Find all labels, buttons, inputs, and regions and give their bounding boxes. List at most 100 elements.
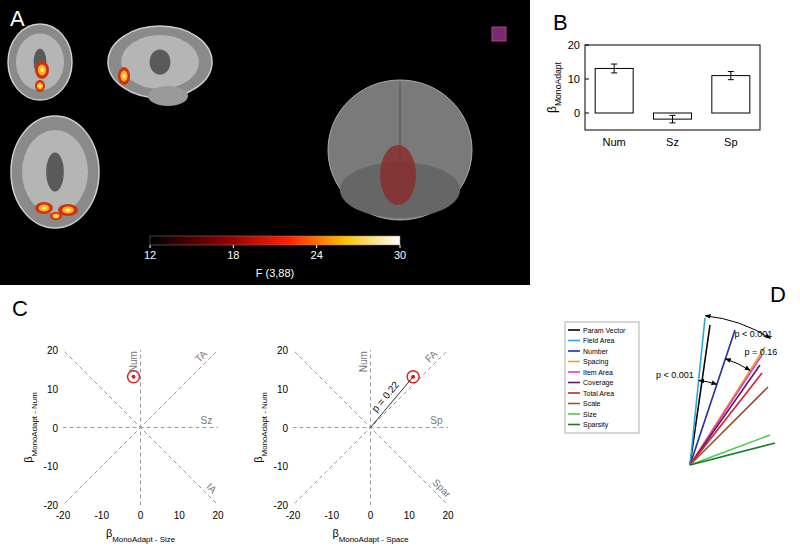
brain-3d <box>328 80 472 220</box>
reference-line-label: Num <box>358 351 369 372</box>
panel-a: A12182430F (3,88) <box>0 0 530 285</box>
activation-peak <box>40 68 44 73</box>
y-tick-label: 10 <box>277 384 289 395</box>
plot-area <box>293 350 448 505</box>
activation-3d <box>380 145 416 205</box>
vector <box>690 347 765 465</box>
reference-line <box>63 350 218 505</box>
axial-slice-ventricle <box>46 152 64 191</box>
activation-peak <box>66 209 71 212</box>
error-cap <box>728 71 734 72</box>
reference-line-label: Spar <box>430 477 453 500</box>
bars <box>595 64 750 123</box>
legend-swatch <box>568 350 580 352</box>
error-bar <box>728 72 734 80</box>
colorbar-tick-label: 12 <box>144 249 156 261</box>
x-tick-label: 0 <box>138 510 144 521</box>
activation <box>118 67 130 85</box>
reference-line-label: TA <box>193 348 210 365</box>
panel-a-background <box>0 0 530 285</box>
vector <box>690 435 770 465</box>
legend-label: Coverage <box>583 379 613 387</box>
y-tick-label: 10 <box>568 73 580 85</box>
x-axis-label: βMonoAdapt - Space <box>332 527 409 544</box>
error-stem <box>730 72 731 80</box>
panel-c-plot: NumFASpSparp = 0.22-20-1001020-20-100102… <box>216 273 526 560</box>
label-sub: MonoAdapt <box>553 61 563 106</box>
colorbar-tick-label: 30 <box>394 249 406 261</box>
panel-c-plot: CNumTASzIA-20-1001020-20-1001020βMonoAda… <box>0 273 296 560</box>
y-tick <box>585 113 589 114</box>
y-axis-label: βMonoAdapt - Num <box>22 392 39 463</box>
y-tick-label: -10 <box>274 461 289 472</box>
colorbar-label: F (3,88) <box>256 267 295 279</box>
colorbar-tick <box>233 245 234 248</box>
x-tick-label: 20 <box>442 510 454 521</box>
plot-frame <box>585 45 760 130</box>
cerebellum <box>148 86 188 106</box>
reference-line <box>293 350 448 505</box>
reference-line <box>293 350 448 505</box>
sagittal-slice-white-matter <box>121 35 199 89</box>
panel-d: DParam VectorField AreaNumberSpacingItem… <box>565 282 786 465</box>
bar <box>712 76 750 113</box>
colorbar <box>150 236 400 245</box>
x-tick-label: 10 <box>174 510 186 521</box>
vector <box>690 443 775 465</box>
error-stem <box>614 64 615 73</box>
activation <box>35 61 49 79</box>
colorbar-tick-label: 24 <box>311 249 323 261</box>
legend-label: Scale <box>583 400 601 407</box>
reference-line-label: IA <box>204 481 219 496</box>
activation-core <box>52 214 59 219</box>
arc-label: p < 0.001 <box>735 329 773 339</box>
activation <box>50 212 62 220</box>
panel-label: C <box>12 296 28 321</box>
activation-core <box>120 71 127 82</box>
activation-peak <box>123 74 126 79</box>
background <box>0 0 800 560</box>
x-tick-label: 0 <box>368 510 374 521</box>
arc-label: p < 0.001 <box>656 370 694 380</box>
legend-swatch <box>568 403 580 405</box>
colorbar-tick <box>150 245 151 248</box>
error-bar <box>670 115 676 122</box>
reference-line-label: Sp <box>430 415 443 426</box>
activation-core <box>37 82 43 89</box>
y-tick-label: -20 <box>274 500 289 511</box>
error-cap <box>670 122 676 123</box>
plot-area <box>63 350 218 505</box>
y-tick-label: 0 <box>574 107 580 119</box>
x-tick-label: -20 <box>286 510 301 521</box>
legend-label: Sparsity <box>583 421 609 429</box>
activation <box>35 202 53 214</box>
legend-label: Item Area <box>583 369 613 376</box>
y-tick-label: 10 <box>47 384 59 395</box>
activation-core <box>38 65 46 76</box>
legend-swatch <box>568 371 580 373</box>
panel-label: D <box>770 282 786 307</box>
figure: A12182430F (3,88)BNumSzSp01020βMonoAdapt… <box>0 0 800 560</box>
activation-core <box>39 204 50 211</box>
y-axis-label: βMonoAdapt <box>545 61 563 113</box>
activation <box>35 80 45 92</box>
error-cap <box>611 64 617 65</box>
reference-line <box>63 350 218 505</box>
panel-b: BNumSzSp01020βMonoAdapt <box>545 10 760 148</box>
error-cap <box>728 79 734 80</box>
angle-arc <box>725 359 750 371</box>
vector <box>690 387 768 465</box>
y-tick-label: 20 <box>277 345 289 356</box>
x-tick-label: Num <box>603 136 626 148</box>
vector <box>690 330 735 465</box>
legend-swatch <box>568 329 580 331</box>
legend-swatch <box>568 424 580 426</box>
reference-line-label: Num <box>128 351 139 372</box>
y-tick-label: 0 <box>282 423 288 434</box>
arc-label: p = 0.16 <box>744 347 777 357</box>
legend-label: Number <box>583 348 609 355</box>
x-tick-label: -20 <box>56 510 71 521</box>
reference-line-label: FA <box>423 348 440 365</box>
y-tick-label: 20 <box>47 345 59 356</box>
error-cap <box>670 115 676 116</box>
